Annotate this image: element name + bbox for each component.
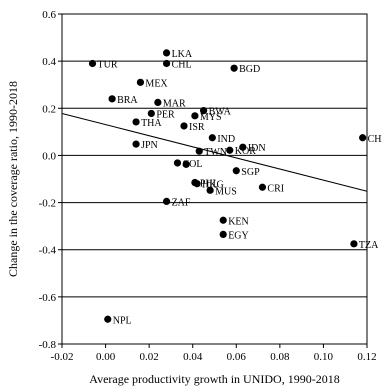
plot-area [61, 13, 368, 345]
point-label: IND [217, 134, 235, 145]
x-axis-ticks: -0.02 0.00 0.02 0.04 0.06 0.08 0.10 0.12 [51, 344, 377, 363]
data-point [191, 112, 199, 120]
x-tick-label: 0.08 [270, 351, 290, 363]
y-tick-label: 0.6 [42, 9, 56, 21]
data-point [132, 118, 140, 126]
y-tick-label: -0.6 [39, 292, 57, 304]
gridlines [62, 13, 367, 345]
point-label: TWN [204, 147, 227, 158]
data-point [219, 230, 227, 238]
y-tick-label: -0.2 [39, 198, 56, 210]
data-point [219, 216, 227, 224]
data-point [230, 64, 238, 72]
y-tick-label: 0.0 [42, 150, 56, 162]
data-point [206, 186, 214, 194]
data-point [226, 146, 234, 154]
data-point [88, 59, 97, 68]
x-tick-label: 0.06 [227, 351, 247, 363]
x-tick-label: 0.10 [314, 351, 334, 363]
data-point [232, 167, 240, 175]
x-axis-title: Average productivity growth in UNIDO, 19… [89, 372, 339, 386]
point-label: KEN [228, 216, 249, 227]
data-point [154, 98, 162, 106]
data-point [208, 134, 216, 142]
y-tick-label: -0.4 [39, 245, 57, 257]
data-point [162, 59, 171, 68]
fit-line [61, 112, 368, 192]
point-label: ISR [189, 122, 205, 133]
point-label: BWA [209, 107, 232, 118]
point-label: LKA [172, 49, 193, 60]
y-tick-label: -0.8 [39, 339, 57, 351]
point-label: ZAF [172, 197, 191, 208]
point-label: BRA [117, 95, 138, 106]
data-point [182, 160, 190, 168]
data-point [108, 95, 116, 103]
point-label: THA [141, 118, 162, 129]
data-point [162, 49, 171, 57]
y-tick-label: 0.4 [42, 56, 56, 68]
point-label: BGD [239, 64, 260, 75]
data-point [147, 109, 155, 118]
point-label: TZA [359, 240, 379, 251]
point-label: MYS [200, 112, 222, 123]
x-tick-label: 0.12 [357, 351, 376, 363]
point-label: HKG [202, 180, 224, 191]
point-label: MEX [145, 78, 168, 89]
data-point [200, 107, 208, 115]
data-point [195, 147, 203, 155]
data-point [132, 140, 140, 148]
x-tick-label: 0.02 [140, 351, 159, 363]
data-point [136, 78, 145, 86]
y-axis-ticks: -0.8 -0.6 -0.4 -0.2 0.0 0.2 0.4 0.6 [39, 9, 62, 351]
point-label: MAR [163, 98, 186, 109]
data-point [162, 197, 171, 205]
data-point [193, 180, 201, 188]
x-tick-label: -0.02 [51, 351, 74, 363]
point-label: CHL [172, 60, 192, 71]
data-point [180, 122, 188, 130]
point-label: JPN [141, 140, 158, 151]
point-label: COL [182, 159, 202, 170]
data-point [359, 134, 367, 142]
point-label: CHN [368, 134, 382, 145]
y-tick-label: 0.2 [42, 103, 56, 115]
x-tick-label: 0.00 [96, 351, 116, 363]
point-label: PER [156, 109, 175, 120]
data-point [104, 315, 112, 323]
data-point [258, 183, 267, 191]
point-label: KOR [235, 146, 256, 157]
data-points: LKA TUR CHL BGD MEX BRA MAR BWA PER MYS THA ISR IND C… [88, 49, 382, 326]
point-label: TUR [98, 60, 118, 71]
data-point [239, 143, 247, 151]
data-point [350, 240, 358, 248]
point-label: MUS [215, 186, 237, 197]
point-label: CRI [267, 183, 284, 194]
x-tick-label: 0.04 [183, 351, 203, 363]
point-label: EGY [228, 230, 249, 241]
point-label: PHL [200, 179, 219, 190]
data-point [173, 159, 182, 167]
y-axis-title: Change in the coverage ratio, 1990-2018 [6, 81, 20, 277]
point-label: NPL [113, 315, 132, 326]
point-label: SGP [241, 167, 260, 178]
point-label: IDN [248, 143, 266, 154]
